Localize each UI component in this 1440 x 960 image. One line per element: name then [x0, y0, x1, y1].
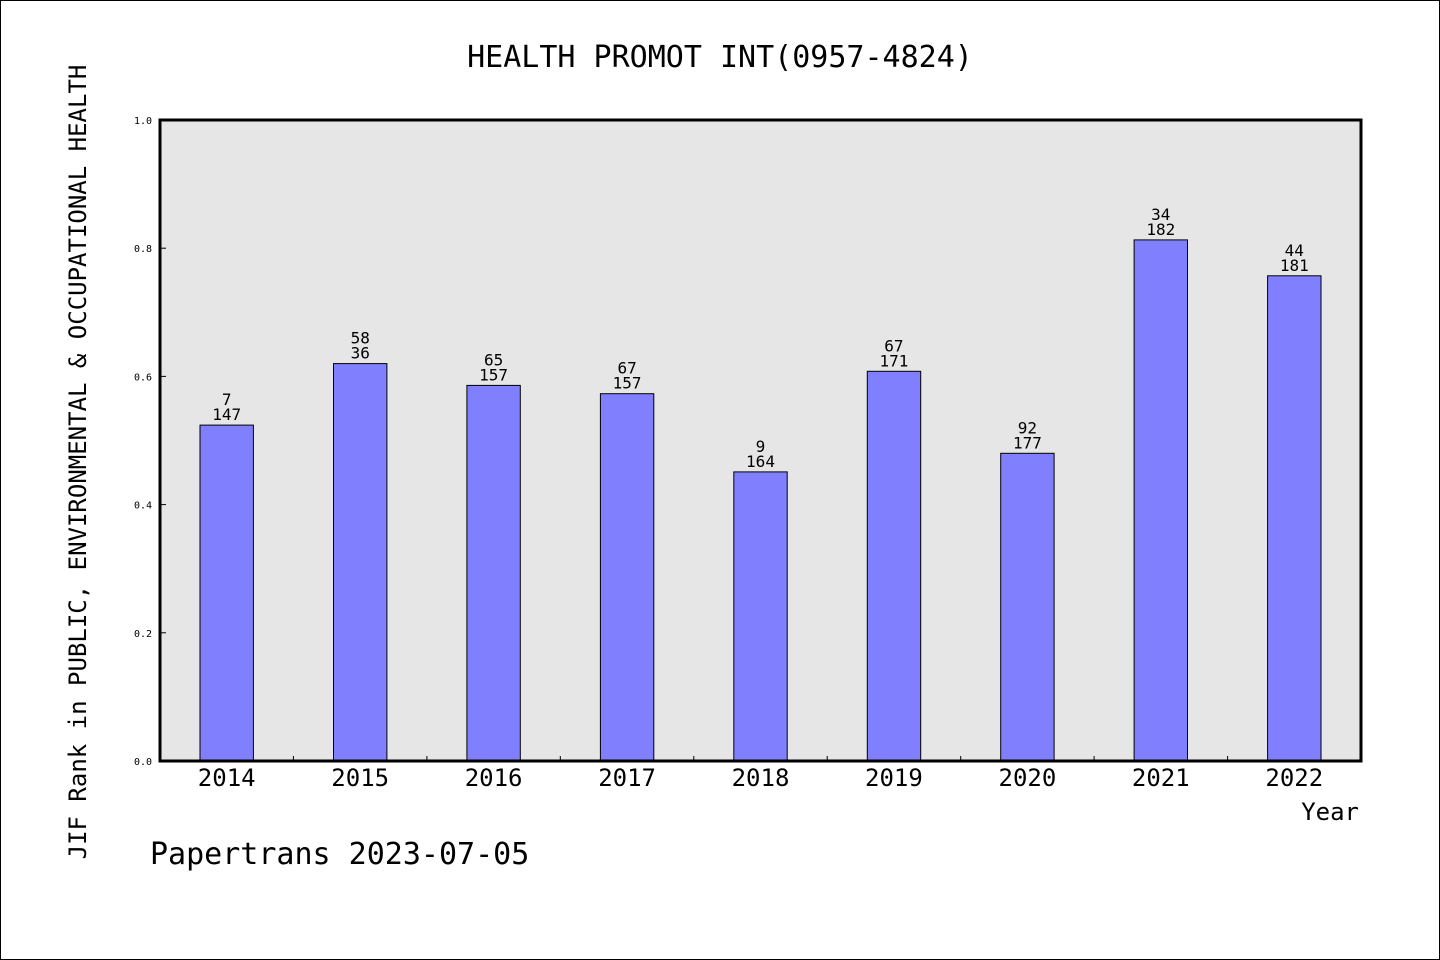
y-tick-label: 0.2: [134, 629, 152, 640]
x-tick-label: 2016: [465, 764, 523, 792]
bar-rank-label: 9: [756, 437, 766, 456]
bar-rank-label: 7: [222, 390, 232, 409]
plot-border: [158, 118, 1363, 763]
y-axis: 0.0 0.2 0.4 0.6 0.8 1.0: [134, 116, 166, 768]
x-tick-label: 2017: [598, 764, 656, 792]
bar-total-label: 147: [212, 405, 241, 424]
bar-2017: [599, 393, 655, 762]
bar-total-label: 181: [1280, 256, 1309, 275]
bar-2015: [333, 363, 388, 762]
bar-rank-label: 58: [351, 329, 370, 348]
x-tick-label: 2020: [999, 764, 1057, 792]
x-axis: 2014 2015 2016 2017 2018 2019 2020 2021 2022: [198, 756, 1323, 792]
bar-rank-label: 92: [1018, 418, 1037, 437]
y-axis-label: JIF Rank in PUBLIC, ENVIRONMENTAL & OCCU…: [64, 65, 92, 860]
x-axis-label: Year: [1301, 798, 1359, 826]
bar-rank-label: 34: [1151, 205, 1170, 224]
bar-total-label: 164: [746, 452, 775, 471]
bar-total-label: 157: [613, 374, 642, 393]
bar-2014: [199, 424, 254, 762]
bar-2021: [1133, 239, 1188, 762]
bar-total-label: 177: [1013, 433, 1042, 452]
bars-group: [199, 239, 1322, 762]
bar-rank-label: 67: [884, 336, 903, 355]
bar-total-label: 182: [1146, 220, 1175, 239]
bar-2020: [1000, 452, 1055, 762]
bar-2019: [866, 370, 922, 762]
bar-total-label: 171: [879, 351, 908, 370]
x-tick-label: 2015: [331, 764, 389, 792]
bar-rank-label: 65: [484, 350, 503, 369]
bar-2022: [1267, 275, 1322, 762]
x-tick-label: 2018: [732, 764, 790, 792]
x-tick-label: 2014: [198, 764, 256, 792]
chart-title: HEALTH PROMOT INT(0957-4824): [467, 40, 973, 75]
y-tick-label: 0.6: [134, 372, 152, 383]
x-tick-label: 2021: [1132, 764, 1190, 792]
x-tick-label: 2019: [865, 764, 923, 792]
y-tick-label: 0.4: [134, 501, 152, 512]
bar-rank-label: 67: [617, 359, 636, 378]
y-tick-label: 1.0: [134, 116, 152, 127]
bar-2016: [466, 384, 521, 762]
bar-total-label: 36: [351, 344, 370, 363]
y-tick-label: 0.8: [134, 244, 152, 255]
bar-total-label: 157: [479, 365, 508, 384]
bar-2018: [733, 471, 788, 762]
x-tick-label: 2022: [1265, 764, 1323, 792]
bar-rank-label: 44: [1285, 241, 1304, 260]
y-tick-label: 0.0: [134, 757, 152, 768]
footer-text: Papertrans 2023-07-05: [150, 837, 529, 872]
